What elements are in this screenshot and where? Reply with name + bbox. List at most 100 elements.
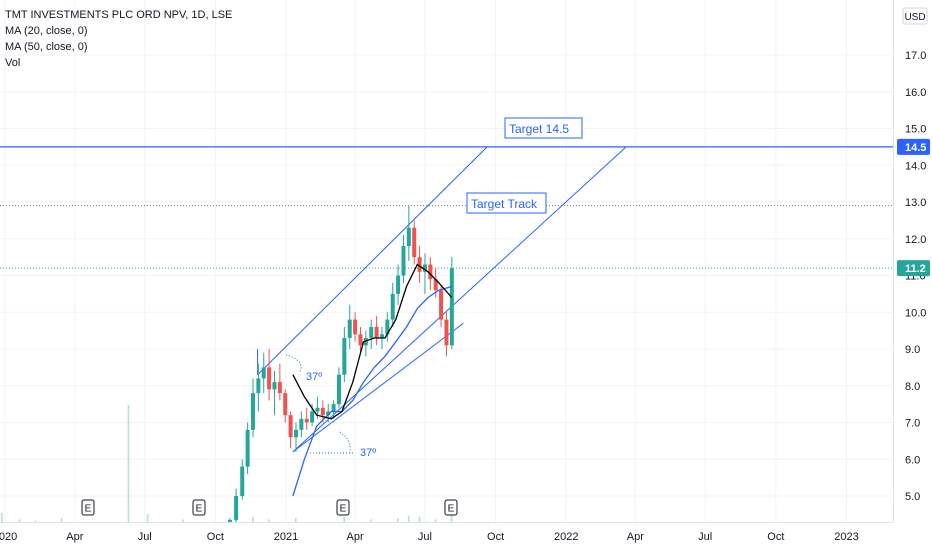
candle-body xyxy=(283,393,288,416)
price-label-box xyxy=(897,260,930,277)
volume-bar xyxy=(146,514,149,522)
channel-line xyxy=(257,146,488,376)
candle-body xyxy=(299,418,304,430)
candle-body xyxy=(412,227,417,258)
indicator-ma50[interactable]: MA (50, close, 0) xyxy=(5,41,88,53)
time-tick-label: Jul xyxy=(418,531,432,543)
time-axis-bg xyxy=(0,522,893,550)
price-tick-label: 6.0 xyxy=(905,454,920,466)
candle-body xyxy=(261,367,266,379)
time-tick-label: Oct xyxy=(207,531,224,543)
volume-bar xyxy=(294,518,297,522)
price-tick-label: 15.0 xyxy=(905,124,926,136)
volume-bar xyxy=(127,405,130,522)
price-tick-label: 9.0 xyxy=(905,344,920,356)
price-tick-label: 5.0 xyxy=(905,491,920,503)
candle-body xyxy=(245,429,250,467)
price-axis[interactable]: 5.06.07.08.09.010.011.012.013.014.015.01… xyxy=(893,0,932,550)
price-tick-label: 13.0 xyxy=(905,197,926,209)
candle-body xyxy=(250,393,255,430)
candle-body xyxy=(320,407,325,416)
time-tick-label: Oct xyxy=(767,531,784,543)
candle-body xyxy=(347,319,352,338)
time-tick-label: Oct xyxy=(487,531,504,543)
volume-bar xyxy=(418,516,421,522)
annotation-box xyxy=(466,192,547,214)
candle-body xyxy=(417,257,422,272)
angle-arc xyxy=(339,431,351,454)
candle-body xyxy=(272,382,277,390)
candle-body xyxy=(293,429,298,438)
volume-bar xyxy=(251,516,254,522)
symbol-title[interactable]: TMT INVESTMENTS PLC ORD NPV, 1D, LSE xyxy=(5,9,233,21)
candle-body xyxy=(310,411,315,423)
price-label-text: 11.2 xyxy=(905,263,926,275)
angle-label: 37º xyxy=(360,447,376,459)
currency-badge xyxy=(902,7,928,25)
candle-body xyxy=(256,378,261,394)
time-tick-label: Apr xyxy=(627,531,644,543)
volume-bar xyxy=(407,515,410,522)
candle-body xyxy=(433,279,438,291)
candle-body xyxy=(363,337,368,346)
annotations[interactable]: Target 14.5 Target Track 37º 37º xyxy=(285,117,583,459)
moving-averages xyxy=(292,263,453,497)
price-tick-label: 7.0 xyxy=(905,418,920,430)
candle-body xyxy=(277,382,282,394)
candle-body xyxy=(428,264,433,280)
indicator-volume[interactable]: Vol xyxy=(5,57,21,69)
time-tick-label: 2021 xyxy=(274,531,298,543)
annotation-label: Target 14.5 xyxy=(509,122,569,136)
channel-lines[interactable] xyxy=(257,146,627,453)
candle-body xyxy=(444,319,449,346)
candles xyxy=(227,205,454,528)
time-tick-label: 2022 xyxy=(554,531,578,543)
ma50-line xyxy=(292,285,452,497)
candle-body xyxy=(369,326,374,338)
volume-bar xyxy=(268,519,270,522)
channel-line xyxy=(292,322,464,453)
candle-body xyxy=(390,293,395,320)
angle-label: 37º xyxy=(306,371,322,383)
candle-body xyxy=(331,404,336,412)
price-label-text: 14.5 xyxy=(905,142,926,154)
earnings-marker xyxy=(81,499,95,516)
indicator-ma20[interactable]: MA (20, close, 0) xyxy=(5,25,88,37)
candle-body xyxy=(336,374,341,405)
angle-arc xyxy=(285,354,302,373)
candle-body xyxy=(315,407,320,412)
volume-bar xyxy=(34,520,37,522)
price-tick-label: 10.0 xyxy=(905,307,926,319)
price-tick-label: 8.0 xyxy=(905,381,920,393)
time-tick-label: Apr xyxy=(66,531,83,543)
price-tick-label: 16.0 xyxy=(905,87,926,99)
annotation-box xyxy=(504,117,583,139)
price-tick-label: 17.0 xyxy=(905,50,926,62)
earnings-marker-label: E xyxy=(448,504,455,515)
candle-body xyxy=(326,411,331,416)
price-tick-label: 12.0 xyxy=(905,234,926,246)
annotation-label: Target Track xyxy=(471,197,538,211)
volume-bar xyxy=(434,519,437,522)
volume-bar xyxy=(18,519,21,522)
candle-body xyxy=(439,290,444,320)
candle-body xyxy=(240,466,245,496)
volume-bar xyxy=(370,519,372,522)
volume-bar xyxy=(397,518,399,522)
candle-body xyxy=(267,367,272,390)
candle-body xyxy=(406,227,411,247)
candle-body xyxy=(401,246,406,276)
time-tick-label: Apr xyxy=(347,531,364,543)
candle-body xyxy=(396,275,401,294)
channel-line xyxy=(292,146,627,453)
earnings-marker-label: E xyxy=(196,504,203,515)
chart-legend: TMT INVESTMENTS PLC ORD NPV, 1D, LSE MA … xyxy=(5,7,232,71)
candle-body xyxy=(358,334,363,346)
time-tick-label: Jul xyxy=(698,531,712,543)
candle-body xyxy=(342,337,347,375)
horizontal-lines[interactable] xyxy=(0,146,893,269)
